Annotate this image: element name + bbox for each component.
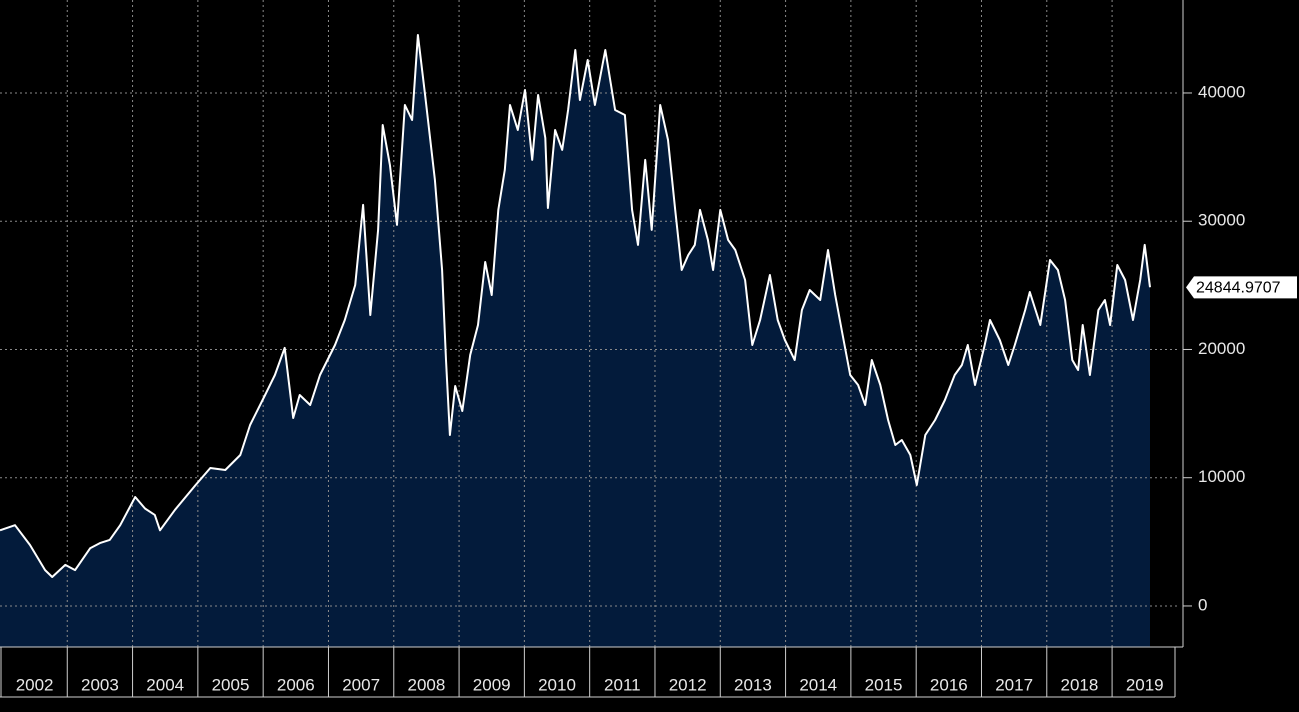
x-tick-label: 2003 [81,675,119,694]
x-tick-label: 2013 [734,675,772,694]
y-tick-label: 20000 [1198,339,1245,358]
area [0,35,1150,647]
x-tick-label: 2004 [146,675,184,694]
x-tick-label: 2012 [669,675,707,694]
x-tick-label: 2006 [277,675,315,694]
x-tick-label: 2007 [342,675,380,694]
x-tick-label: 2010 [538,675,576,694]
last-value-label: 24844.9707 [1196,280,1281,297]
x-tick-label: 2011 [604,675,641,694]
x-tick-label: 2008 [408,675,446,694]
last-value-box [1186,276,1297,299]
x-tick-label: 2018 [1061,675,1099,694]
x-tick-label: 2002 [16,675,54,694]
y-tick-label: 0 [1198,595,1207,614]
y-tick-label: 10000 [1198,467,1245,486]
x-tick-label: 2014 [799,675,837,694]
x-tick-label: 2015 [865,675,903,694]
x-tick-label: 2009 [473,675,511,694]
y-tick-label: 30000 [1198,211,1245,230]
y-tick-label: 40000 [1198,82,1245,101]
x-tick-label: 2019 [1126,675,1164,694]
line [0,34,1151,578]
x-tick-label: 2017 [995,675,1033,694]
x-tick-label: 2005 [212,675,250,694]
x-tick-label: 2016 [930,675,968,694]
